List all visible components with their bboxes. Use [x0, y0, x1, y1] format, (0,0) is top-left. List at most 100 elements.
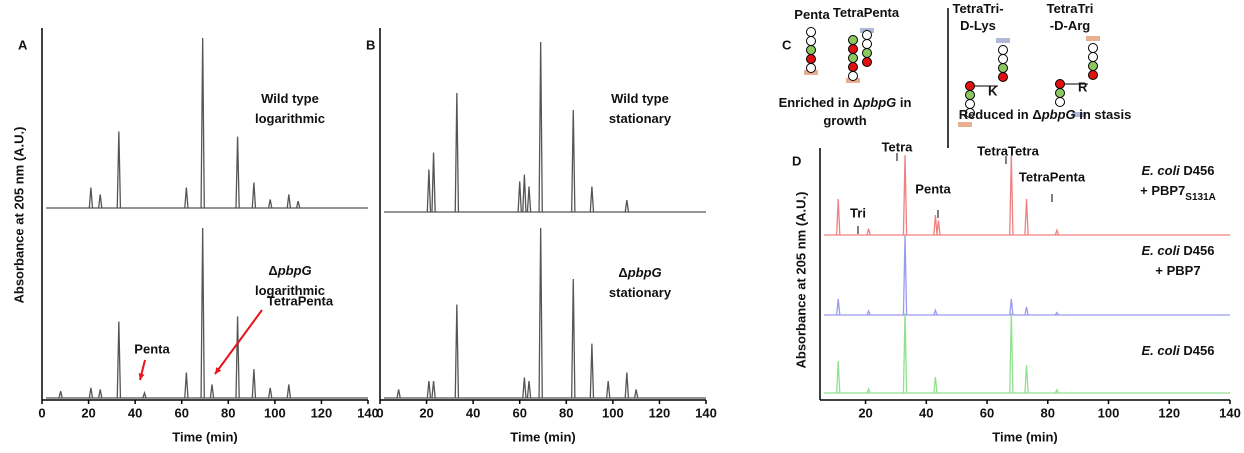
peak [431, 380, 436, 399]
label-segment: Reduced in [959, 107, 1033, 122]
annotation: Tetra [882, 139, 914, 154]
annotation: TetraPenta [1019, 169, 1086, 184]
label-segment: TetraTri- [952, 1, 1003, 16]
peak [522, 377, 527, 399]
label-segment: TetraPenta [833, 5, 900, 20]
peak [526, 186, 532, 213]
label-line: + PBP7 [1155, 263, 1200, 278]
peak [251, 369, 257, 399]
label-segment: stationary [609, 285, 672, 300]
peak [286, 194, 292, 209]
label-segment: E. coli [1142, 243, 1181, 258]
label-line: logarithmic [255, 111, 325, 126]
x-tick-label: 40 [919, 405, 933, 420]
peak [605, 380, 611, 399]
label-line: Reduced in ΔpbpG in stasis [959, 107, 1132, 122]
x-axis-title: Time (min) [172, 429, 238, 444]
residue-label: K [988, 83, 998, 98]
arrow-head [138, 373, 145, 380]
peak [589, 186, 595, 213]
x-tick-label: 40 [466, 405, 480, 420]
peak [517, 181, 522, 213]
x-tick-label: 120 [649, 405, 671, 420]
peak [571, 278, 576, 399]
label-segment: Enriched in [779, 95, 853, 110]
peak [396, 389, 401, 399]
x-tick-label: 120 [1158, 405, 1180, 420]
label-segment: E. coli [1142, 163, 1181, 178]
label-segment: Δ [1032, 107, 1041, 122]
label-segment: Wild type [261, 91, 319, 106]
label-segment: Δ [618, 265, 627, 280]
label-line: growth [823, 113, 866, 128]
x-tick-label: 100 [1098, 405, 1120, 420]
label-line: Wild type [261, 91, 319, 106]
peak [286, 384, 292, 399]
label-segment: E. coli [1142, 343, 1181, 358]
label-segment: TetraTri [1047, 1, 1094, 16]
peak [589, 343, 595, 399]
label-segment: in [896, 95, 911, 110]
peak [538, 227, 543, 399]
peak [933, 214, 938, 236]
peak [454, 304, 460, 399]
annotation: TetraTetra [977, 143, 1039, 158]
peak [624, 200, 630, 213]
annotation: Tri [850, 205, 866, 220]
x-tick-label: 120 [311, 405, 333, 420]
label-segment: logarithmic [255, 111, 325, 126]
label-segment: pbpG [627, 265, 662, 280]
label-line: TetraPenta [833, 5, 900, 20]
peak [633, 389, 639, 399]
label-segment: + PBP7 [1155, 263, 1200, 278]
peak [88, 187, 94, 209]
x-tick-label: 140 [695, 405, 717, 420]
label-segment: stationary [609, 111, 672, 126]
x-tick-label: 40 [128, 405, 142, 420]
peak [200, 37, 205, 209]
x-tick-label: 60 [512, 405, 526, 420]
x-tick-label: 20 [858, 405, 872, 420]
peak [235, 136, 240, 209]
peak [431, 152, 436, 213]
peak [251, 182, 257, 209]
peak [295, 201, 301, 209]
peak [866, 309, 871, 316]
label-segment: Penta [794, 7, 830, 22]
peak [902, 154, 908, 236]
label-segment: -D-Arg [1050, 18, 1090, 33]
label-segment: D-Lys [960, 18, 996, 33]
peak [235, 316, 240, 399]
x-tick-label: 80 [221, 405, 235, 420]
label-line: Enriched in ΔpbpG in [779, 95, 912, 110]
label-segment: pbpG [277, 263, 312, 278]
panel-letter: B [366, 37, 375, 52]
label-segment: Δ [853, 95, 862, 110]
x-tick-label: 100 [602, 405, 624, 420]
peak [835, 198, 841, 236]
x-tick-label: 60 [980, 405, 994, 420]
label-segment: Wild type [611, 91, 669, 106]
peak [184, 187, 189, 209]
peak [88, 387, 94, 399]
label-line: -D-Arg [1050, 18, 1090, 33]
peak [571, 109, 576, 213]
x-tick-label: 60 [174, 405, 188, 420]
peak [902, 312, 908, 394]
label-line: E. coli D456 [1142, 163, 1215, 178]
label-line: TetraTri- [952, 1, 1003, 16]
peak [933, 376, 938, 394]
label-segment: in stasis [1076, 107, 1132, 122]
x-tick-label: 80 [1041, 405, 1055, 420]
peak [1009, 298, 1014, 316]
annotation-arrow [214, 309, 263, 375]
x-tick-label: 140 [357, 405, 379, 420]
label-line: Penta [794, 7, 830, 22]
label-line: E. coli D456 [1142, 243, 1215, 258]
peak [1009, 154, 1014, 236]
annotation: Penta [134, 341, 170, 356]
peak [1054, 228, 1060, 236]
label-line: logarithmic [255, 283, 325, 298]
label-segment: + PBP7 [1140, 183, 1185, 198]
x-tick-label: 140 [1219, 405, 1241, 420]
